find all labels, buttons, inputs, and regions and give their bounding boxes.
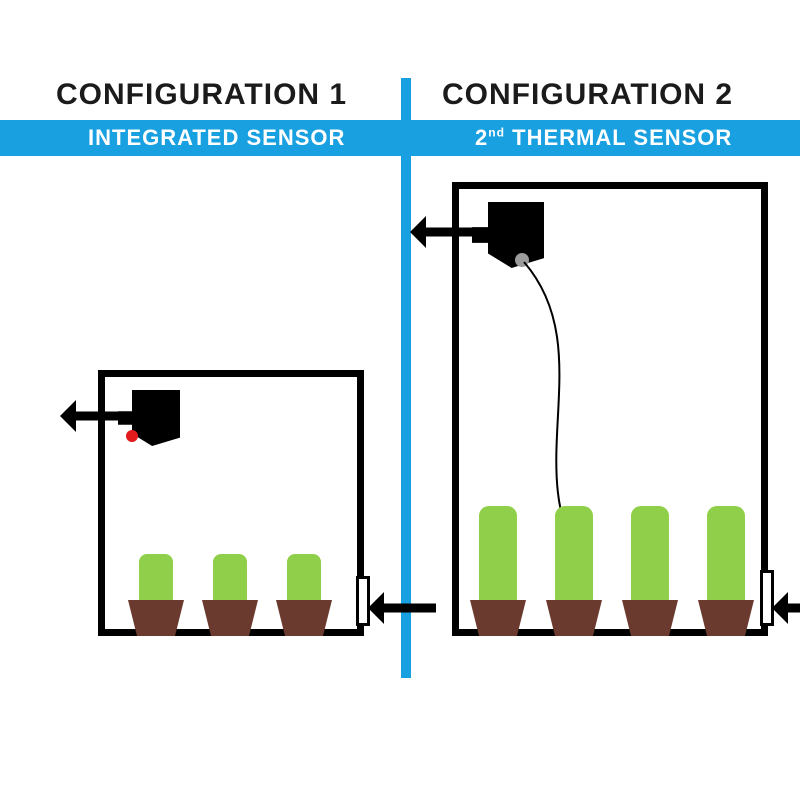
- plant-pot: [622, 600, 678, 636]
- config2-intake-arrow: [772, 590, 800, 626]
- plant-pot: [546, 600, 602, 636]
- plant-stem: [707, 506, 745, 606]
- plant-stem: [555, 506, 593, 606]
- plant-pot: [470, 600, 526, 636]
- diagram-canvas: { "layout": { "canvas": { "w": 800, "h":…: [0, 0, 800, 800]
- plant-pot: [698, 600, 754, 636]
- plant-stem: [631, 506, 669, 606]
- plant-stem: [479, 506, 517, 606]
- config2-wire: [0, 0, 800, 800]
